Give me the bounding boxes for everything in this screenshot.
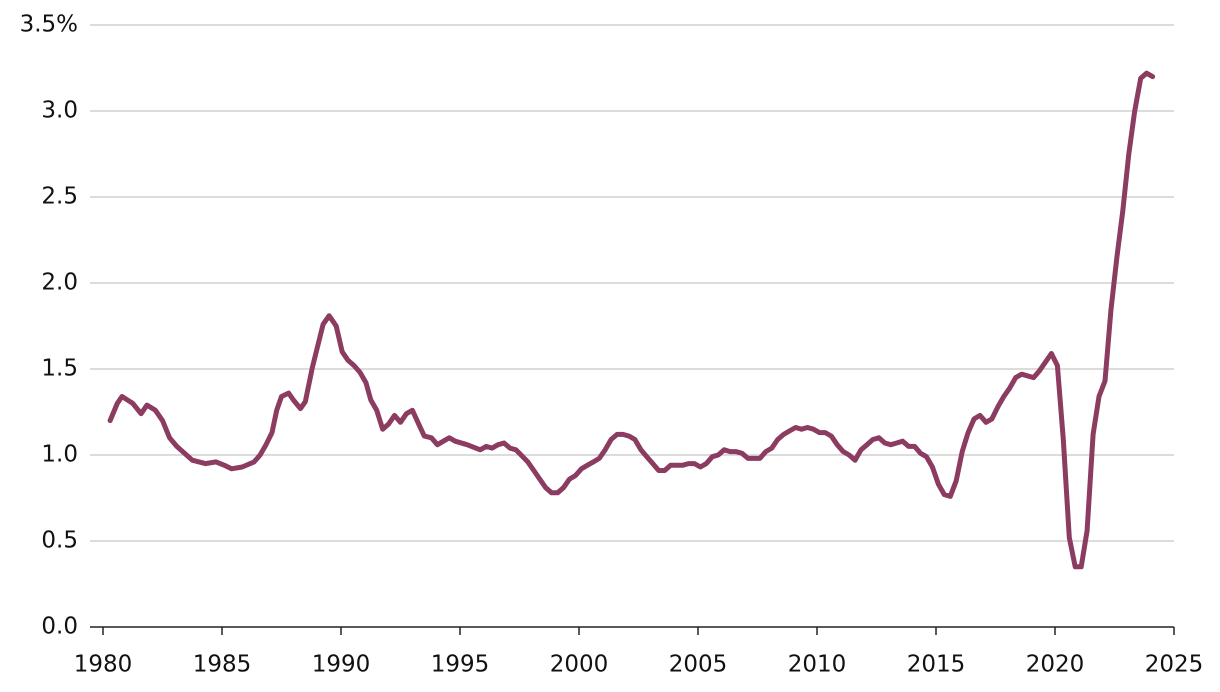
x-tick-label: 2000	[550, 652, 609, 678]
y-tick-label: 0.0	[41, 614, 78, 640]
x-tick-label: 1985	[193, 652, 252, 678]
x-tick-label: 1990	[312, 652, 371, 678]
y-tick-label: 2.5	[41, 184, 78, 210]
y-tick-label: 0.5	[41, 528, 78, 554]
x-tick-label: 2015	[907, 652, 966, 678]
x-tick-label: 2025	[1145, 652, 1204, 678]
x-tick-label: 2010	[788, 652, 847, 678]
x-tick-label: 1980	[74, 652, 133, 678]
x-tick-label: 2005	[669, 652, 728, 678]
y-tick-label: 1.5	[41, 356, 78, 382]
y-tick-label: 1.0	[41, 442, 78, 468]
x-tick-label: 1995	[431, 652, 490, 678]
x-tick-label: 2020	[1026, 652, 1085, 678]
data-line	[107, 70, 1156, 570]
y-tick-label: 2.0	[41, 270, 78, 296]
y-tick-label: 3.0	[41, 98, 78, 124]
y-tick-label: 3.5%	[20, 12, 78, 38]
